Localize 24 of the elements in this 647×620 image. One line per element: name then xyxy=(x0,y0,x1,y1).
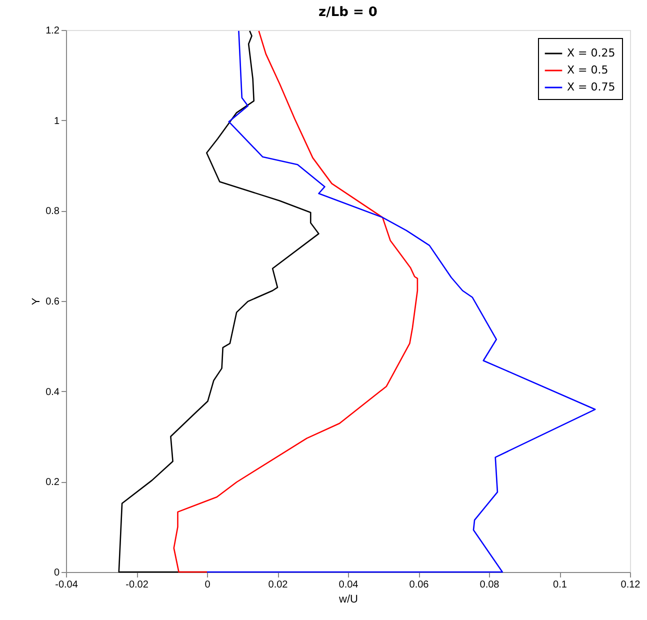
x-tick-label: -0.02 xyxy=(126,580,149,590)
y-tick-label: 0.8 xyxy=(46,206,60,218)
x-tick-label: 0.12 xyxy=(620,580,641,590)
x-tick-label: 0.04 xyxy=(338,580,359,590)
legend-label: X = 0.5 xyxy=(567,64,608,76)
line-series xyxy=(118,30,320,573)
line-series xyxy=(173,30,418,573)
legend-label: X = 0.25 xyxy=(567,46,616,60)
x-tick-label: 0.1 xyxy=(553,580,568,590)
y-tick-label: 0.4 xyxy=(46,386,60,398)
y-tick-label: 0 xyxy=(54,568,60,578)
x-tick-label: -0.04 xyxy=(55,580,78,590)
x-tick-label: 0.06 xyxy=(409,580,430,590)
x-tick-label: 0.02 xyxy=(268,580,288,590)
x-tick-label: 0.08 xyxy=(480,580,500,590)
y-tick-label: 0.6 xyxy=(46,296,60,308)
x-axis-title: w/U xyxy=(338,594,358,606)
y-tick-label: 1 xyxy=(54,116,60,127)
y-axis-title: Y xyxy=(30,297,43,306)
x-tick-label: 0 xyxy=(204,580,211,590)
chart-title: z/Lb = 0 xyxy=(318,5,378,20)
y-tick-label: 0.2 xyxy=(46,477,60,488)
y-tick-label: 1.2 xyxy=(46,26,60,36)
legend-label: X = 0.75 xyxy=(567,80,616,94)
